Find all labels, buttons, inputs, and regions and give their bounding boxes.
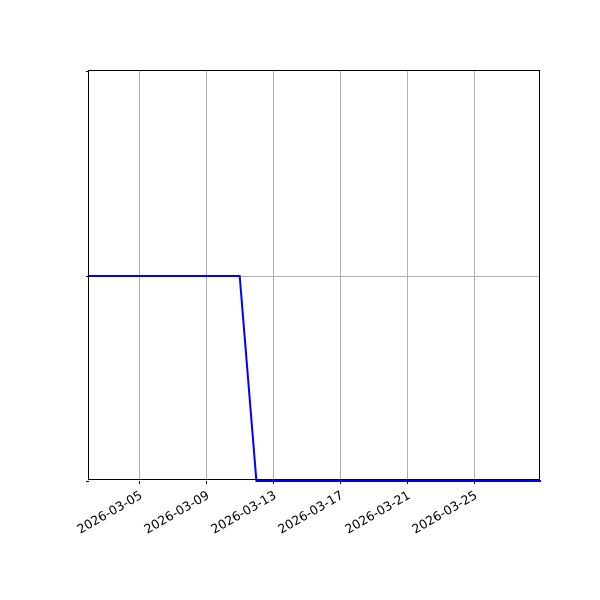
plot-area <box>85 70 541 484</box>
x-tick-mark <box>206 480 208 484</box>
series-line-chart <box>89 275 541 482</box>
gridline-horizontal <box>89 276 539 277</box>
x-tick-mark <box>273 480 275 484</box>
x-tick-mark <box>340 480 342 484</box>
gridline-vertical <box>474 71 475 479</box>
data-line-series-1 <box>89 275 541 482</box>
y-tick-mark <box>85 275 89 277</box>
x-tick-mark <box>139 480 141 484</box>
x-tick-label: 2026-03-05 <box>74 487 145 537</box>
x-tick-mark <box>474 480 476 484</box>
y-tick-mark <box>85 480 89 482</box>
gridline-vertical <box>273 71 275 479</box>
x-tick-mark <box>407 480 409 484</box>
y-tick-mark <box>85 70 89 72</box>
gridline-vertical <box>340 71 342 479</box>
gridline-vertical <box>407 71 409 479</box>
